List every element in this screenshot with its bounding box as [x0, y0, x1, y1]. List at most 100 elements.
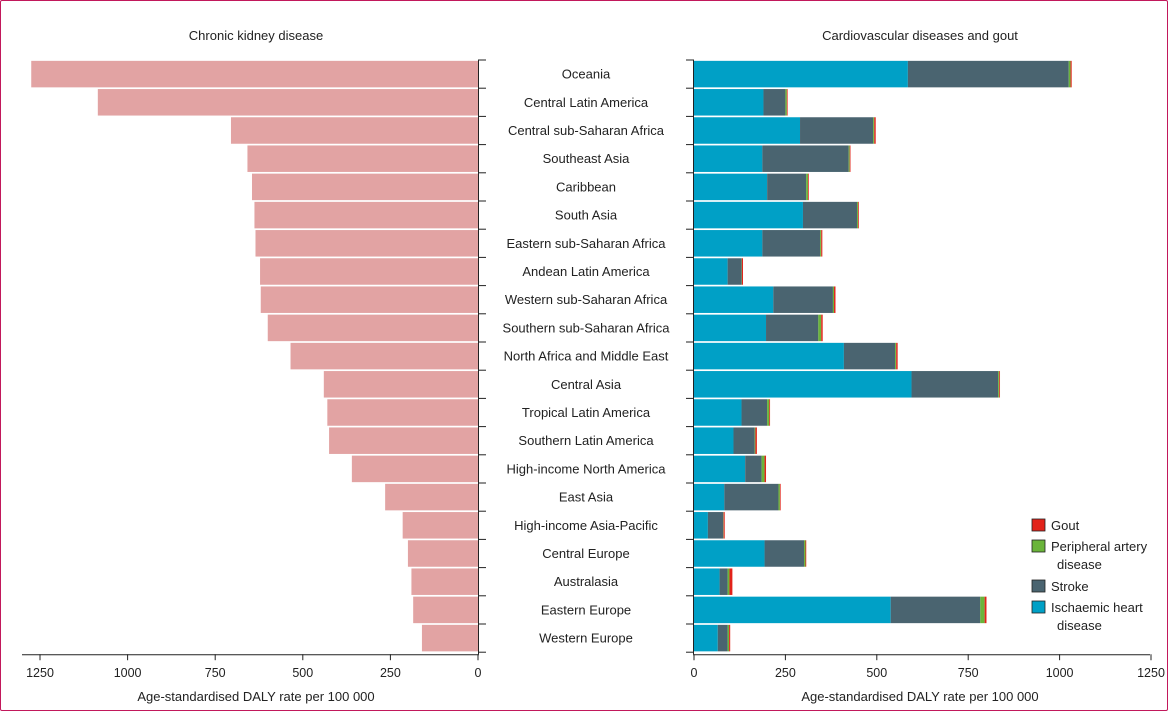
cvd-bar-segment — [761, 455, 765, 483]
cvd-bar-segment — [769, 399, 771, 426]
cvd-bar-segment — [911, 371, 999, 398]
category-label: Andean Latin America — [522, 264, 650, 279]
ckd-bar — [385, 483, 478, 511]
cvd-bar-segment — [773, 286, 833, 313]
ckd-bar — [327, 399, 478, 426]
right-x-tick-label: 1250 — [1137, 666, 1165, 680]
cvd-bar-segment — [694, 89, 764, 116]
cvd-bar-segment — [745, 455, 762, 483]
category-label: East Asia — [559, 490, 614, 505]
cvd-bar-segment — [694, 314, 767, 342]
category-label: Eastern Europe — [541, 602, 631, 617]
cvd-bar-segment — [800, 117, 874, 144]
cvd-bar-segment — [764, 540, 805, 567]
legend-label-line: Stroke — [1051, 579, 1089, 594]
cvd-bar-segment — [857, 201, 859, 229]
cvd-bar-segment — [694, 258, 728, 285]
category-labels: Oceania Central Latin America Central sub-… — [503, 67, 671, 646]
legend-swatch — [1031, 518, 1046, 532]
category-label: Western Europe — [539, 631, 633, 646]
ckd-bar — [230, 117, 478, 144]
ckd-bar — [254, 201, 478, 229]
category-label: Oceania — [562, 67, 611, 82]
cvd-bar-segment — [694, 624, 718, 652]
ckd-bar — [413, 596, 478, 624]
cvd-bar-segment — [733, 427, 755, 454]
cvd-bar-segment — [755, 427, 757, 454]
cvd-bar-segment — [849, 145, 851, 172]
cvd-bar-segment — [694, 512, 708, 539]
category-label: South Asia — [555, 208, 618, 223]
category-label: Southeast Asia — [543, 151, 630, 166]
cvd-bar-segment — [694, 286, 774, 313]
category-label: Tropical Latin America — [522, 405, 651, 420]
cvd-bar-segment — [818, 314, 822, 342]
right-x-tick-label: 500 — [866, 666, 887, 680]
cvd-bar-segment — [727, 258, 742, 285]
cvd-bar-segment — [727, 624, 730, 652]
legend-label-line: disease — [1057, 557, 1102, 572]
left-x-tick-label: 0 — [475, 666, 482, 680]
category-label: Central Latin America — [524, 95, 649, 110]
cvd-bar-segment — [808, 173, 809, 201]
cvd-bar-segment — [895, 342, 897, 370]
legend-label-line: Gout — [1051, 518, 1080, 533]
cvd-bar-segment — [806, 173, 809, 201]
cvd-bar-segment — [778, 483, 780, 511]
legend-label-line: disease — [1057, 618, 1102, 633]
category-label: Central Asia — [551, 377, 622, 392]
legend-label: Ischaemic heart disease — [1051, 600, 1143, 633]
cvd-bar-segment — [694, 427, 734, 454]
ckd-bar — [247, 145, 478, 172]
ckd-bar — [351, 455, 478, 483]
cvd-bar-segment — [694, 173, 768, 201]
right-chart-title: Cardiovascular diseases and gout — [822, 28, 1018, 43]
cvd-bar-segment — [694, 230, 763, 257]
ckd-bar — [411, 568, 478, 595]
cvd-bar-segment — [762, 230, 821, 257]
cvd-bar-segment — [694, 145, 763, 172]
right-x-tick-label: 250 — [775, 666, 796, 680]
right-x-tick-label: 0 — [691, 666, 698, 680]
cvd-bar-segment — [762, 145, 849, 172]
cvd-bar-segment — [786, 89, 788, 116]
legend-label: Gout — [1051, 518, 1080, 533]
legend-label-line: Ischaemic heart — [1051, 600, 1143, 615]
left-x-tick-label: 500 — [292, 666, 313, 680]
cvd-bar-segment — [767, 173, 807, 201]
cvd-bar-segment — [694, 342, 844, 370]
cvd-bar-segment — [998, 371, 1000, 398]
cvd-bar-segment — [802, 201, 858, 229]
category-label: Caribbean — [556, 179, 616, 194]
cvd-bar-segment — [694, 455, 746, 483]
cvd-bar-segment — [785, 89, 787, 116]
cvd-bar-segment — [821, 314, 823, 342]
cvd-bar-segment — [719, 568, 728, 595]
left-x-axis-label: Age-standardised DALY rate per 100 000 — [137, 689, 374, 704]
cvd-bar-segment — [707, 512, 724, 539]
cvd-bar-segment — [723, 512, 725, 539]
legend-label: Peripheral artery disease — [1051, 539, 1148, 572]
cvd-bar-segment — [805, 540, 807, 567]
cvd-bar-segment — [896, 342, 898, 370]
cvd-bar-segment — [741, 258, 743, 285]
ckd-bar — [329, 427, 478, 454]
category-label: High-income Asia-Pacific — [514, 518, 658, 533]
legend-swatch — [1031, 600, 1046, 614]
cvd-bar-segment — [821, 230, 823, 257]
cvd-bar-segment — [1070, 60, 1072, 88]
right-bars — [694, 60, 1072, 652]
cvd-bar-segment — [1068, 60, 1071, 88]
axes: 1250 1000 750 500 250 0 0 250 500 750 1000 1250 — [22, 59, 1165, 680]
category-label: Eastern sub-Saharan Africa — [507, 236, 667, 251]
right-x-tick-label: 1000 — [1046, 666, 1074, 680]
cvd-bar-segment — [694, 568, 720, 595]
ckd-bar — [407, 540, 478, 567]
cvd-bar-segment — [907, 60, 1069, 88]
cvd-bar-segment — [727, 568, 730, 595]
right-x-axis-label: Age-standardised DALY rate per 100 000 — [801, 689, 1038, 704]
ckd-bar — [323, 371, 478, 398]
ckd-bar — [255, 230, 478, 257]
